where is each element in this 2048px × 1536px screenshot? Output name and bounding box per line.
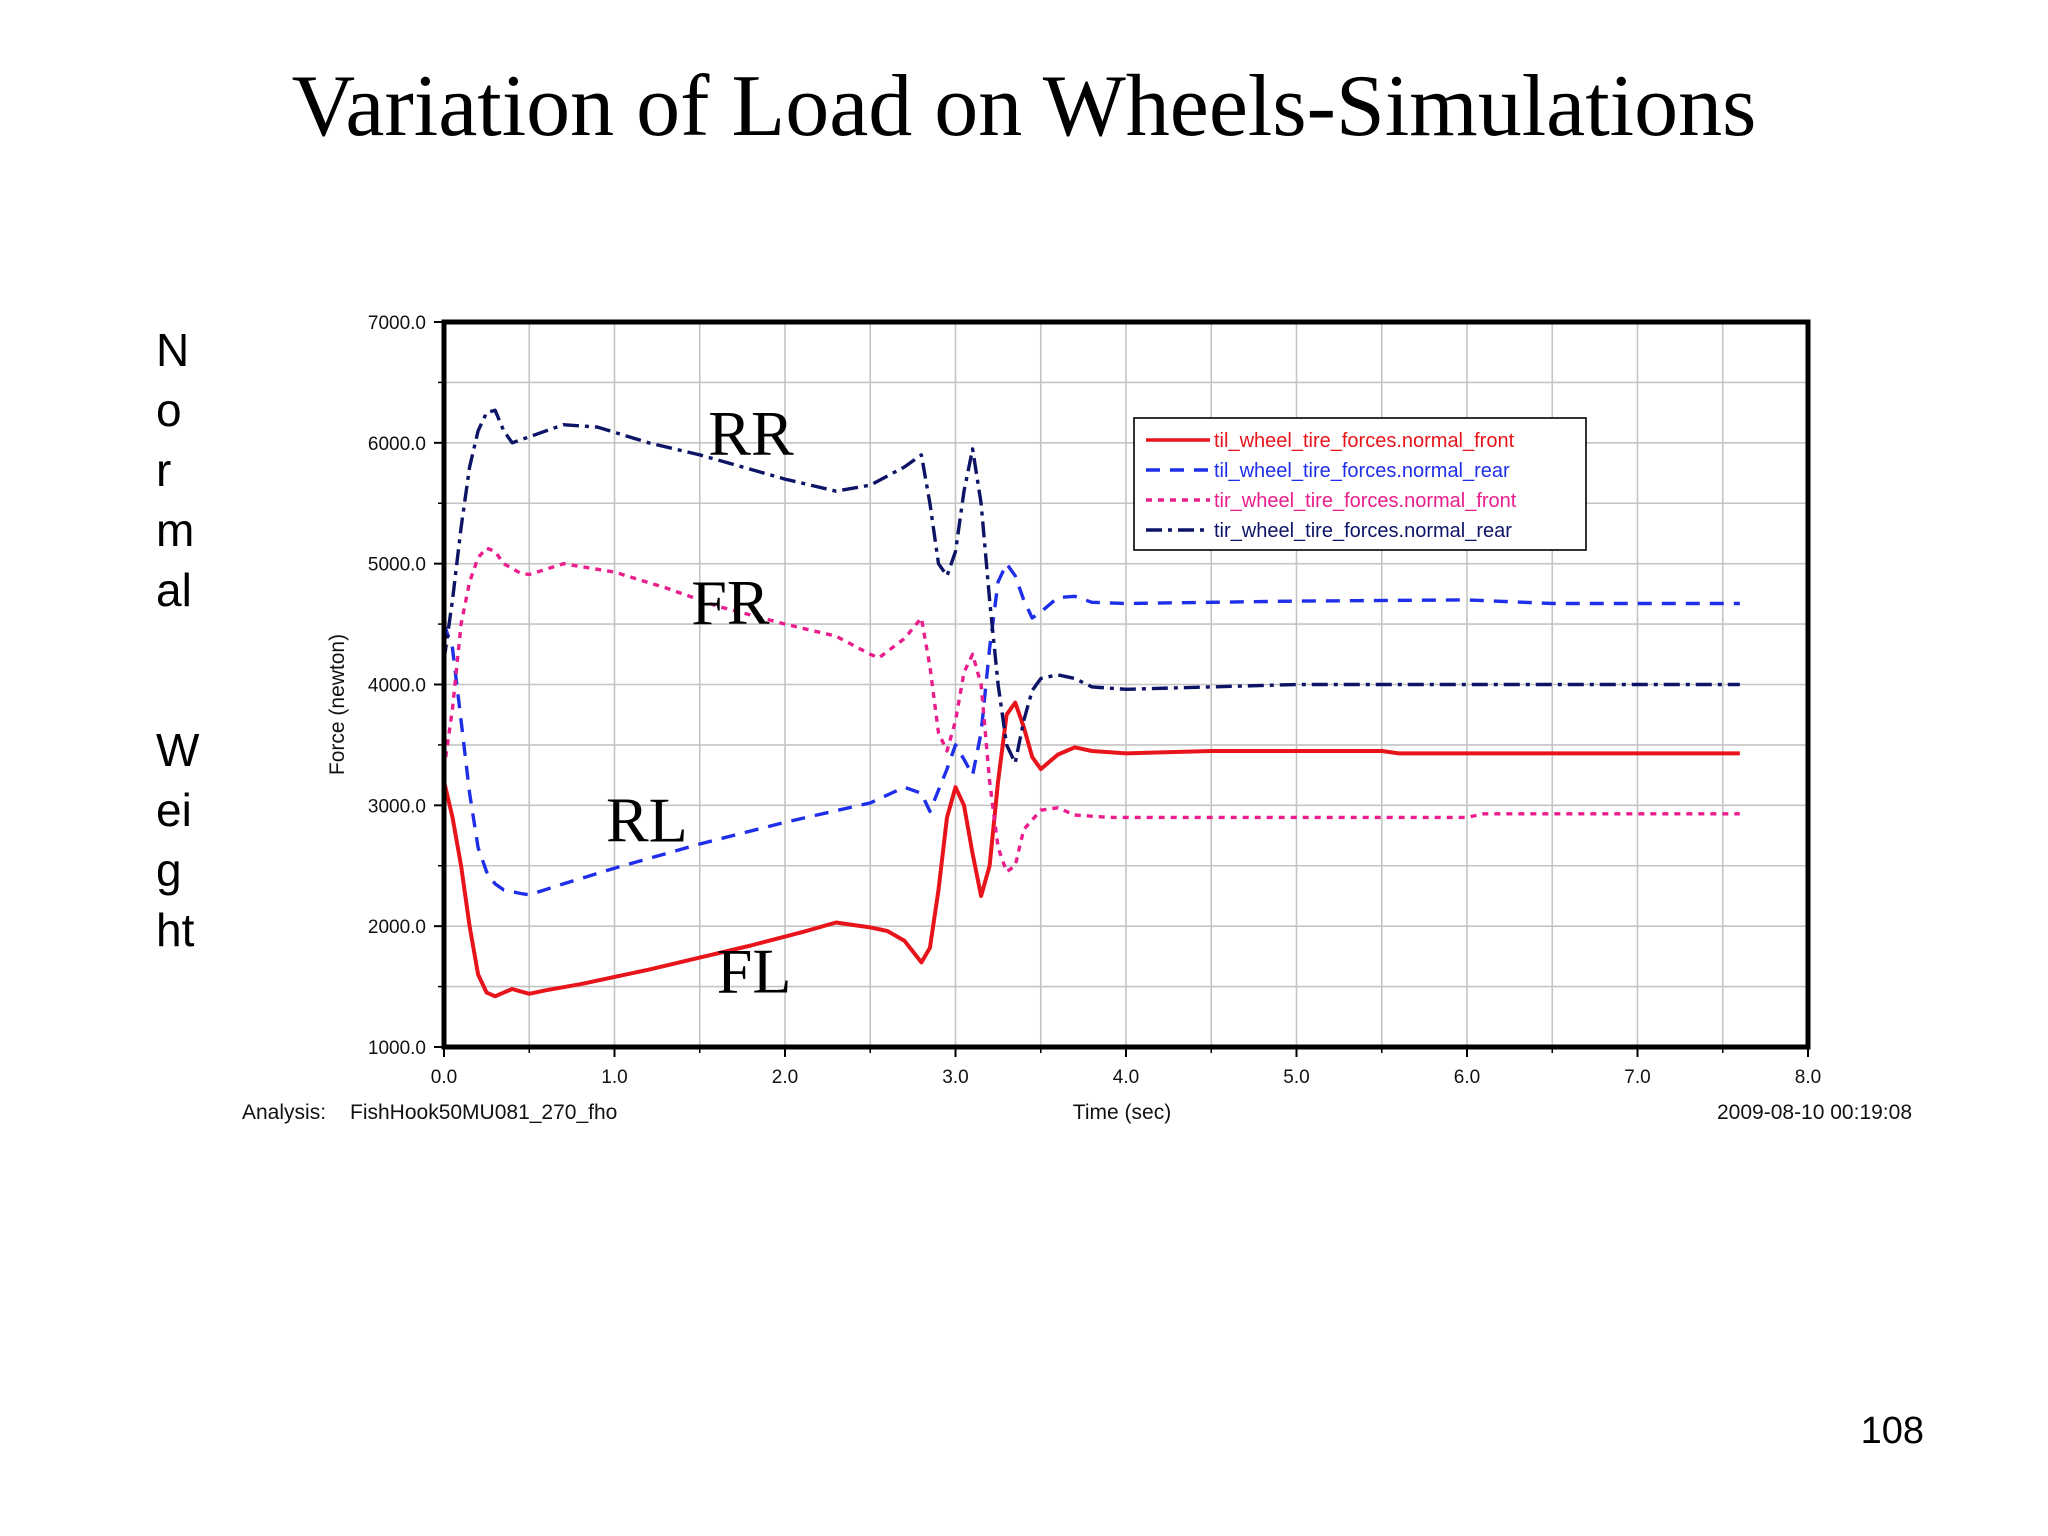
y-tick-label: 5000.0	[368, 555, 426, 576]
series-line-3	[442, 546, 1740, 874]
side-label-weight: W ei g ht	[156, 724, 200, 956]
ticks: 0.0 1.0 2.0 3.0 4.0 5.0 6.0 7.0 8.0 1000.0 2000.0 3…	[368, 313, 1821, 1088]
y-tick-label: 7000.0	[368, 313, 426, 334]
page-number: 108	[1860, 1410, 1924, 1452]
legend-label-3: tir_wheel_tire_forces.normal_front	[1214, 490, 1517, 512]
x-tick-label: 3.0	[942, 1067, 968, 1088]
y-axis-label: Force (newton)	[326, 634, 349, 775]
y-tick-label: 6000.0	[368, 434, 426, 455]
y-tick-label: 2000.0	[368, 917, 426, 938]
y-tick-label: 1000.0	[368, 1038, 426, 1059]
legend: til_wheel_tire_forces.normal_front til_wh…	[1133, 417, 1587, 551]
series-line-2	[442, 562, 1740, 897]
series-line-1	[442, 700, 1740, 999]
curve-labels: RR FR RL FL	[606, 398, 794, 1007]
series-layer	[442, 408, 1740, 999]
series-line-4	[442, 408, 1740, 765]
x-tick-label: 1.0	[601, 1067, 627, 1088]
analysis-label: Analysis:	[242, 1101, 326, 1124]
legend-label-4: tir_wheel_tire_forces.normal_rear	[1214, 520, 1512, 542]
x-axis-label: Time (sec)	[1073, 1101, 1171, 1124]
x-tick-label: 7.0	[1624, 1067, 1650, 1088]
x-tick-label: 6.0	[1454, 1067, 1480, 1088]
x-tick-label: 8.0	[1795, 1067, 1821, 1088]
x-tick-label: 4.0	[1113, 1067, 1139, 1088]
x-tick-label: 2.0	[772, 1067, 798, 1088]
curve-label-rl: RL	[606, 785, 688, 856]
legend-label-1: til_wheel_tire_forces.normal_front	[1214, 430, 1515, 452]
curve-label-fl: FL	[717, 936, 792, 1007]
curve-label-fr: FR	[691, 567, 770, 638]
x-tick-label: 5.0	[1283, 1067, 1309, 1088]
timestamp: 2009-08-10 00:19:08	[1717, 1101, 1912, 1124]
slide-title: Variation of Load on Wheels-Simulations	[291, 58, 1757, 155]
analysis-name: FishHook50MU081_270_fho	[350, 1101, 617, 1124]
side-label-normal: N o r m al	[156, 324, 195, 616]
y-tick-label: 3000.0	[368, 796, 426, 817]
curve-label-rr: RR	[708, 398, 794, 469]
y-tick-label: 4000.0	[368, 676, 426, 697]
legend-label-2: til_wheel_tire_forces.normal_rear	[1214, 460, 1510, 482]
x-tick-label: 0.0	[431, 1067, 457, 1088]
